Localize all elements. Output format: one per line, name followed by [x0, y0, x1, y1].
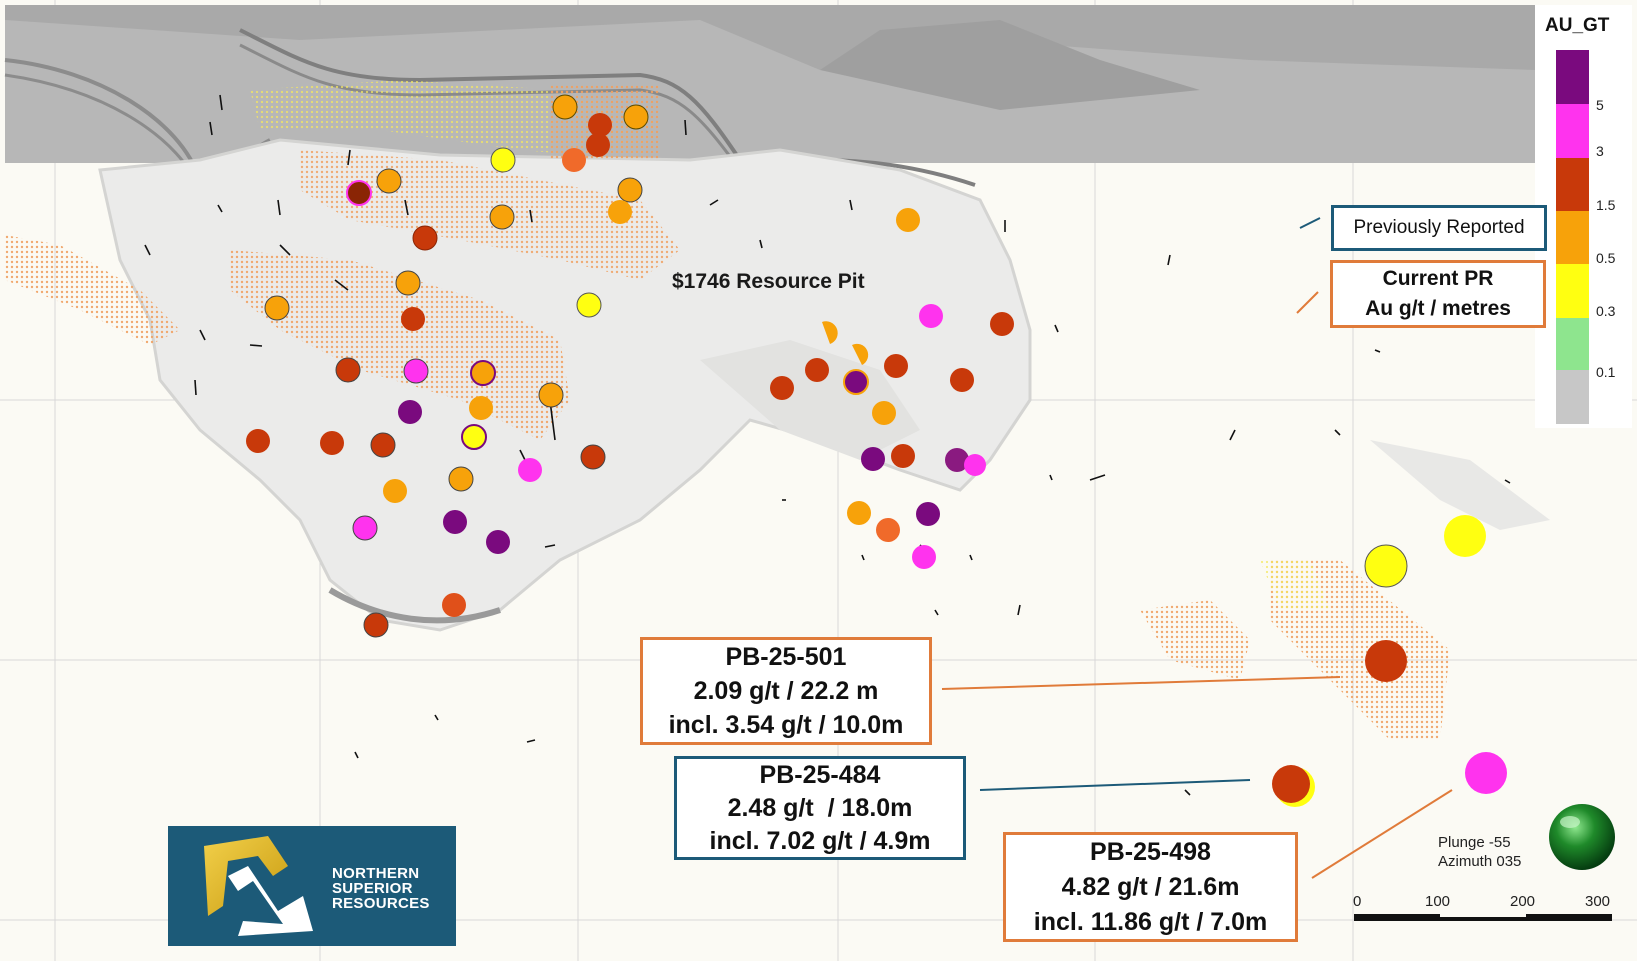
scale-swatch [1556, 50, 1589, 104]
callout-grade: 2.48 g/t / 18.0m [727, 793, 913, 822]
scale-bar-label: 100 [1425, 893, 1451, 910]
scale-bar-label: 200 [1510, 893, 1536, 910]
topography-surface [4, 5, 1535, 191]
callout-grade: 4.82 g/t / 21.6m [1061, 872, 1240, 901]
legend-previously-reported: Previously Reported [1331, 205, 1547, 251]
logo-line: SUPERIOR [332, 880, 413, 897]
scale-bar-label: 300 [1585, 893, 1611, 910]
scale-swatch [1556, 370, 1589, 424]
company-logo: NORTHERN SUPERIOR RESOURCES [168, 826, 456, 946]
leader-lines [941, 217, 1453, 879]
scale-label: 1.5 [1596, 197, 1616, 213]
callout-incl: incl. 3.54 g/t / 10.0m [668, 711, 904, 739]
legend-current-pr: Current PR Au g/t / metres [1330, 260, 1546, 328]
plunge-label: Plunge -55 [1438, 834, 1511, 851]
scale-swatch [1556, 104, 1589, 158]
scale-swatch [1556, 318, 1589, 370]
scale-label: 0.3 [1596, 303, 1616, 319]
orientation-sphere-icon [1549, 804, 1615, 870]
callout-hole-id: PB-25-501 [725, 643, 847, 671]
view-orientation: Plunge -55 Azimuth 035 [1438, 833, 1521, 871]
pit-label: $1746 Resource Pit [672, 270, 865, 293]
callout-incl: incl. 11.86 g/t / 7.0m [1033, 907, 1268, 936]
scale-bar-label: 0 [1353, 893, 1362, 910]
scale-title: AU_GT [1545, 15, 1610, 36]
callout-incl: incl. 7.02 g/t / 4.9m [709, 826, 931, 855]
scale-bar [1354, 914, 1612, 921]
scale-swatch [1556, 158, 1589, 211]
scale-swatch [1556, 211, 1589, 264]
logo-line: NORTHERN [332, 865, 420, 882]
callout-pb-25-484: PB-25-484 2.48 g/t / 18.0m incl. 7.02 g/… [674, 756, 966, 860]
legend-current-line1: Current PR [1382, 267, 1494, 290]
callout-grade: 2.09 g/t / 22.2 m [693, 677, 879, 705]
azimuth-label: Azimuth 035 [1438, 853, 1522, 870]
callout-hole-id: PB-25-484 [759, 760, 881, 789]
logo-mark-icon [204, 836, 313, 936]
legend-current-line2: Au g/t / metres [1365, 297, 1511, 320]
scale-label: 0.1 [1596, 364, 1616, 380]
scale-label: 0.5 [1596, 250, 1616, 266]
logo-line: RESOURCES [332, 895, 430, 912]
color-scale [1535, 5, 1632, 428]
logo-text: NORTHERN SUPERIOR RESOURCES [332, 866, 430, 911]
scale-label: 3 [1596, 143, 1604, 159]
callout-pb-25-501: PB-25-501 2.09 g/t / 22.2 m incl. 3.54 g… [640, 637, 932, 745]
scale-swatch [1556, 264, 1589, 318]
drill-intercepts [246, 94, 1507, 807]
scale-label: 5 [1596, 97, 1604, 113]
callout-pb-25-498: PB-25-498 4.82 g/t / 21.6m incl. 11.86 g… [1003, 832, 1298, 942]
legend-previously-reported-label: Previously Reported [1353, 217, 1525, 238]
callout-hole-id: PB-25-498 [1090, 837, 1211, 866]
